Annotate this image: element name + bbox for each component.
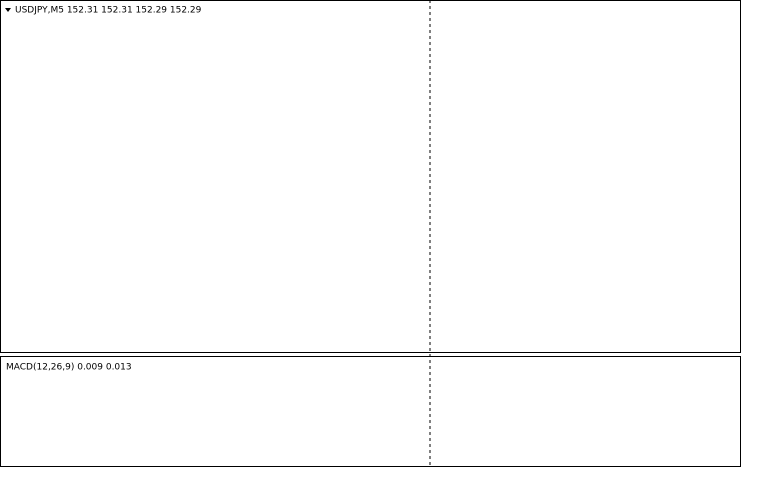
macd-frame [0, 356, 741, 467]
main-frame [0, 0, 741, 353]
macd-title: MACD(12,26,9) 0.009 0.013 [6, 363, 132, 373]
chart-title: USDJPY,M5 152.31 152.31 152.29 152.29 [15, 6, 202, 16]
symbol-menu[interactable] [5, 8, 11, 12]
